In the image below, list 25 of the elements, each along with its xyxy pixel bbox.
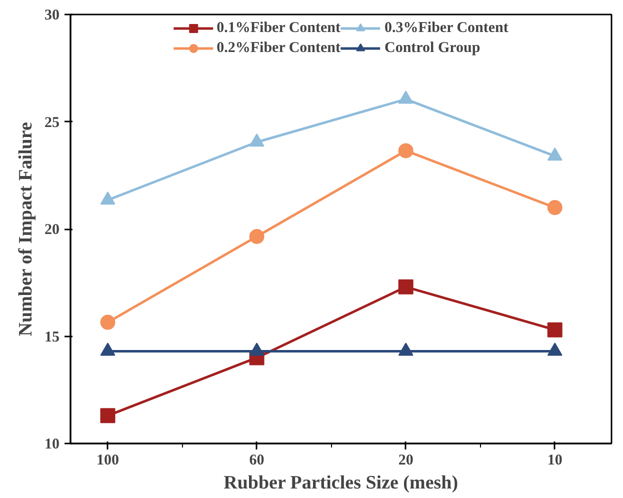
x-tick-label: 20 — [398, 452, 414, 468]
x-axis-title: Rubber Particles Size (mesh) — [224, 472, 458, 494]
point — [547, 147, 562, 161]
x-tick-label: 100 — [96, 452, 120, 468]
point — [398, 90, 414, 104]
y-tick-label: 10 — [44, 436, 60, 452]
y-tick-label: 30 — [44, 8, 60, 24]
legend-label: 0.1%Fiber Content — [216, 20, 340, 36]
x-tick-label: 60 — [249, 452, 264, 468]
point — [100, 408, 116, 424]
legend-label: 0.2%Fiber Content — [216, 40, 340, 56]
y-axis-title: Number of Impact Failure — [16, 122, 36, 336]
point — [100, 314, 116, 330]
legend-label: 0.3%Fiber Content — [384, 20, 508, 36]
legend-label: Control Group — [384, 40, 480, 56]
point — [100, 191, 116, 205]
point — [249, 134, 264, 147]
point — [547, 322, 562, 338]
y-tick-label: 25 — [44, 114, 60, 131]
y-tick-label: 15 — [44, 329, 60, 346]
point — [547, 200, 562, 216]
x-tick-label: 10 — [547, 452, 562, 468]
point — [398, 279, 414, 294]
point — [249, 229, 264, 244]
y-tick-label: 20 — [44, 222, 60, 238]
